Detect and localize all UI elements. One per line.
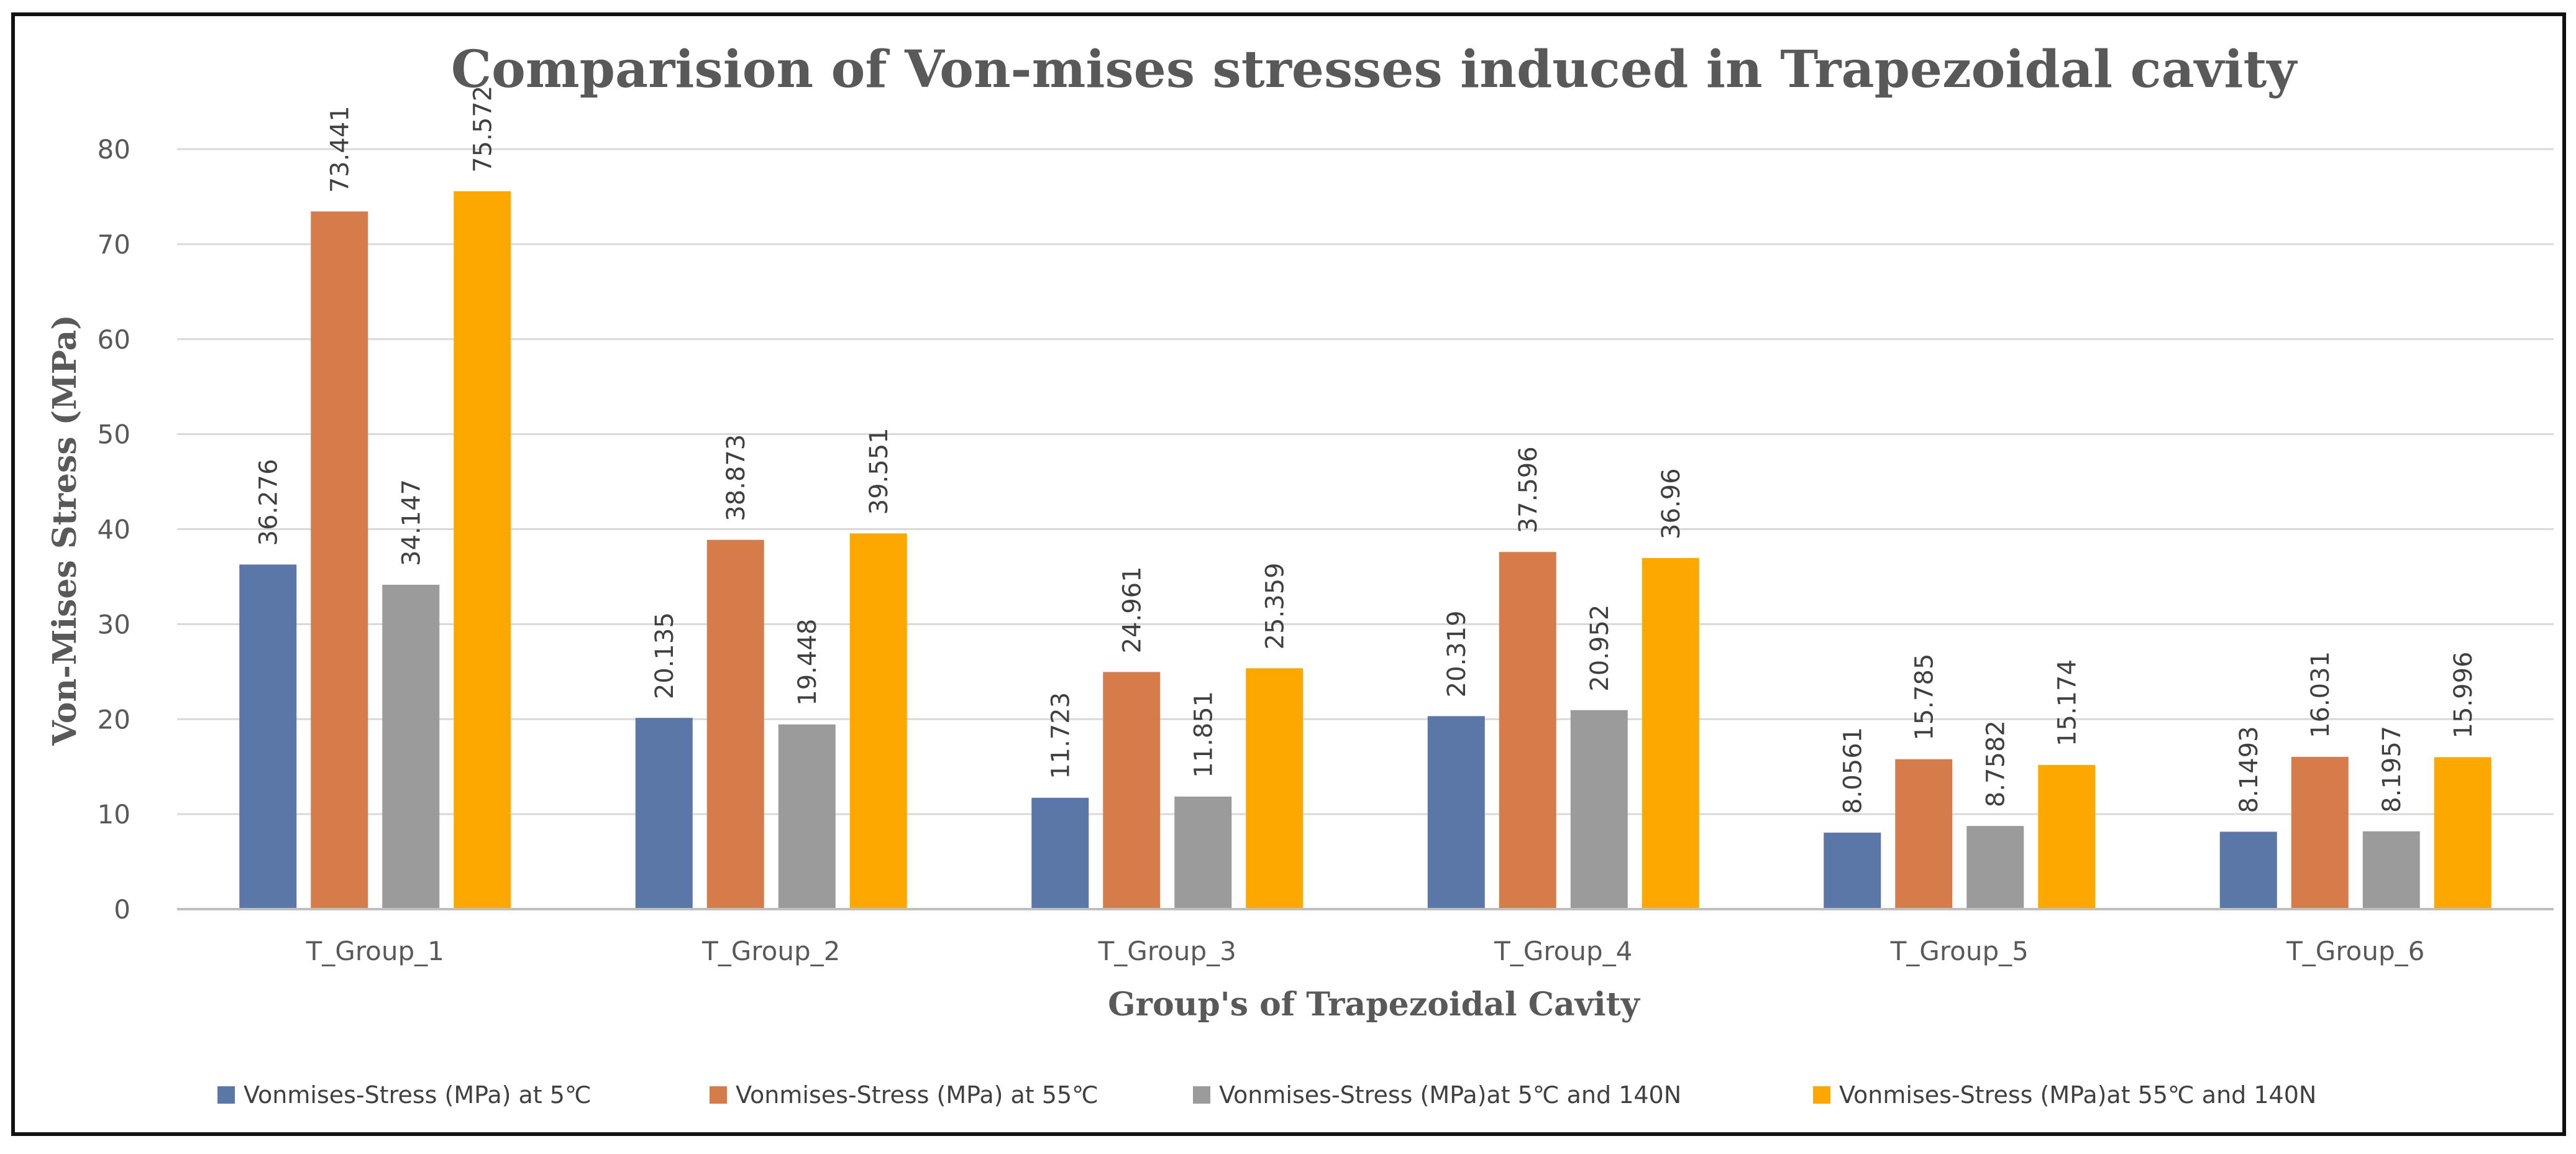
gridlines xyxy=(177,148,2554,815)
legend-swatch xyxy=(1813,1086,1830,1104)
data-label: 11.723 xyxy=(1046,692,1075,779)
chart-frame xyxy=(11,12,2566,1136)
x-tick-label: T_Group_3 xyxy=(1098,936,1236,966)
bar xyxy=(2219,831,2277,909)
bar xyxy=(1824,832,1881,909)
data-label: 15.174 xyxy=(2053,659,2081,746)
data-label: 8.0561 xyxy=(1838,727,1867,814)
bar xyxy=(1642,557,1699,909)
bar xyxy=(1966,826,2024,909)
legend-label: Vonmises-Stress (MPa)at 5℃ and 140N xyxy=(1219,1081,1681,1109)
bar xyxy=(1570,710,1628,909)
data-label: 15.996 xyxy=(2449,651,2478,738)
data-label: 24.961 xyxy=(1118,566,1146,653)
y-tick-label: 60 xyxy=(98,324,130,355)
bar xyxy=(778,724,836,909)
bar xyxy=(1031,797,1089,909)
data-label: 37.596 xyxy=(1514,446,1543,533)
data-label: 19.448 xyxy=(793,619,822,706)
bars xyxy=(239,191,2492,909)
data-label: 75.572 xyxy=(468,86,497,173)
data-label: 15.785 xyxy=(1910,654,1939,741)
data-label: 20.135 xyxy=(651,612,679,699)
data-label: 20.319 xyxy=(1443,610,1471,697)
y-tick-label: 0 xyxy=(114,894,130,925)
data-labels: 36.276 73.441 34.147 75.572 20.135 38.873 19.4… xyxy=(254,86,2478,814)
y-tick-label: 10 xyxy=(98,799,130,830)
legend-swatch xyxy=(217,1086,235,1104)
bar xyxy=(635,718,693,909)
data-label: 8.1957 xyxy=(2378,726,2406,813)
legend-swatch xyxy=(710,1086,727,1104)
data-label: 39.551 xyxy=(865,428,893,515)
data-label: 16.031 xyxy=(2306,651,2335,738)
data-label: 38.873 xyxy=(722,434,751,521)
bar xyxy=(2291,756,2349,909)
bar xyxy=(706,539,764,909)
data-label: 8.1493 xyxy=(2235,726,2263,813)
data-label: 20.952 xyxy=(1586,605,1614,692)
data-label: 36.96 xyxy=(1657,468,1686,539)
y-tick-label: 80 xyxy=(98,134,130,165)
bar xyxy=(2038,765,2096,909)
x-tick-label: T_Group_6 xyxy=(2286,936,2424,966)
x-tick-label: T_Group_1 xyxy=(306,936,444,966)
bar xyxy=(2434,757,2492,909)
data-label: 11.851 xyxy=(1189,691,1218,778)
data-label: 36.276 xyxy=(254,459,283,546)
data-label: 8.7582 xyxy=(1981,720,2010,807)
bar xyxy=(1246,668,1304,909)
data-label: 34.147 xyxy=(397,479,426,566)
bar xyxy=(382,584,440,909)
x-tick-label: T_Group_2 xyxy=(701,936,840,966)
legend: Vonmises-Stress (MPa) at 5℃ Vonmises-Stre… xyxy=(217,1081,2316,1109)
y-tick-label: 70 xyxy=(98,229,130,260)
x-tick-label: T_Group_4 xyxy=(1494,936,1632,966)
legend-label: Vonmises-Stress (MPa)at 55℃ and 140N xyxy=(1839,1081,2316,1109)
bar xyxy=(849,533,907,909)
bar xyxy=(1427,716,1485,909)
y-tick-label: 40 xyxy=(98,515,130,545)
y-tick-label: 30 xyxy=(98,609,130,639)
bar xyxy=(2362,831,2420,909)
legend-label: Vonmises-Stress (MPa) at 5℃ xyxy=(244,1081,591,1109)
y-tick-label: 50 xyxy=(98,419,130,450)
bar xyxy=(1174,796,1232,909)
chart-title: Comparision of Von-mises stresses induce… xyxy=(451,40,2298,99)
x-axis-label: Group's of Trapezoidal Cavity xyxy=(1108,986,1641,1023)
y-tick-label: 20 xyxy=(98,704,130,735)
data-label: 25.359 xyxy=(1261,562,1289,649)
y-axis-ticks: 0 10 20 30 40 50 60 70 80 xyxy=(98,134,130,925)
data-label: 73.441 xyxy=(326,106,354,193)
legend-label: Vonmises-Stress (MPa) at 55℃ xyxy=(736,1081,1098,1109)
bar xyxy=(311,211,368,909)
bar xyxy=(239,564,297,909)
x-tick-label: T_Group_5 xyxy=(1890,936,2029,966)
bar xyxy=(454,191,511,909)
y-axis-label: Von-Mises Stress (MPa) xyxy=(46,314,84,746)
bar xyxy=(1499,552,1556,909)
legend-swatch xyxy=(1193,1086,1210,1104)
bar xyxy=(1103,672,1161,909)
x-axis-ticks: T_Group_1 T_Group_2 T_Group_3 T_Group_4 T_Gr… xyxy=(306,936,2425,966)
bar xyxy=(1895,759,1953,909)
